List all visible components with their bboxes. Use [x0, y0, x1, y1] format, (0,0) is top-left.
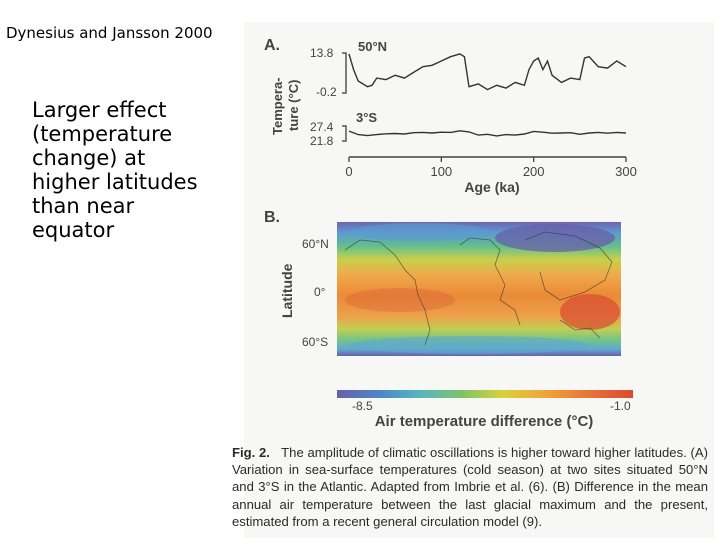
x-tick-label: 0: [345, 164, 352, 179]
panel-a-ylabel-2: ture (°C): [286, 80, 301, 131]
caption-text: The amplitude of climatic oscillations i…: [232, 445, 708, 529]
x-tick-label: 300: [615, 164, 637, 179]
colorbar-min: -8.5: [352, 399, 373, 413]
site1-name: 50°N: [358, 39, 387, 54]
panel-a-label: A.: [264, 37, 280, 54]
site2-name: 3°S: [356, 110, 377, 125]
map-cool-patch: [350, 223, 490, 241]
map-cool-patch-south: [350, 336, 590, 354]
lat-tick-60s: 60°S: [302, 335, 328, 349]
citation-title: Dynesius and Jansson 2000: [6, 24, 213, 42]
site2-bracket: [342, 125, 347, 142]
site2-ymin: 21.8: [310, 134, 334, 148]
site1-ymin: -0.2: [316, 85, 337, 99]
figure-image: A. Tempera- ture (°C) 50°N 13.8 -0.2 3°S…: [244, 22, 714, 538]
colorbar-label: Air temperature difference (°C): [375, 413, 594, 430]
lat-tick-60n: 60°N: [302, 237, 329, 251]
site1-bracket: [342, 52, 347, 94]
x-tick-label: 100: [430, 164, 452, 179]
continent-outlines: [344, 231, 613, 346]
colorbar-max: -1.0: [610, 399, 631, 413]
series-50n-line: [348, 53, 627, 91]
figure-caption: Fig. 2. The amplitude of climatic oscill…: [232, 444, 708, 530]
series-3s-line: [348, 130, 627, 137]
panel-a-ylabel: Tempera-: [270, 77, 285, 135]
site2-ymax: 27.4: [310, 120, 334, 134]
colorbar: [337, 390, 633, 398]
map-cold-patch-north: [495, 224, 615, 252]
site1-ymax: 13.8: [310, 46, 334, 60]
panel-a-xlabel: Age (ka): [464, 179, 519, 195]
map-warm-patch-east: [560, 294, 620, 330]
map-warm-patch-west: [345, 288, 455, 312]
figure-svg: A. Tempera- ture (°C) 50°N 13.8 -0.2 3°S…: [264, 37, 637, 430]
panel-b-label: B.: [264, 209, 280, 226]
bullet-text: Larger effect (temperature change) at hi…: [32, 98, 198, 242]
x-tick-label: 200: [523, 164, 545, 179]
panel-b-ylabel: Latitude: [279, 263, 295, 318]
panel-a-x-ticks: 0 100 200 300: [345, 157, 637, 179]
lat-tick-0: 0°: [314, 285, 326, 299]
caption-fig-label: Fig. 2.: [232, 445, 270, 460]
